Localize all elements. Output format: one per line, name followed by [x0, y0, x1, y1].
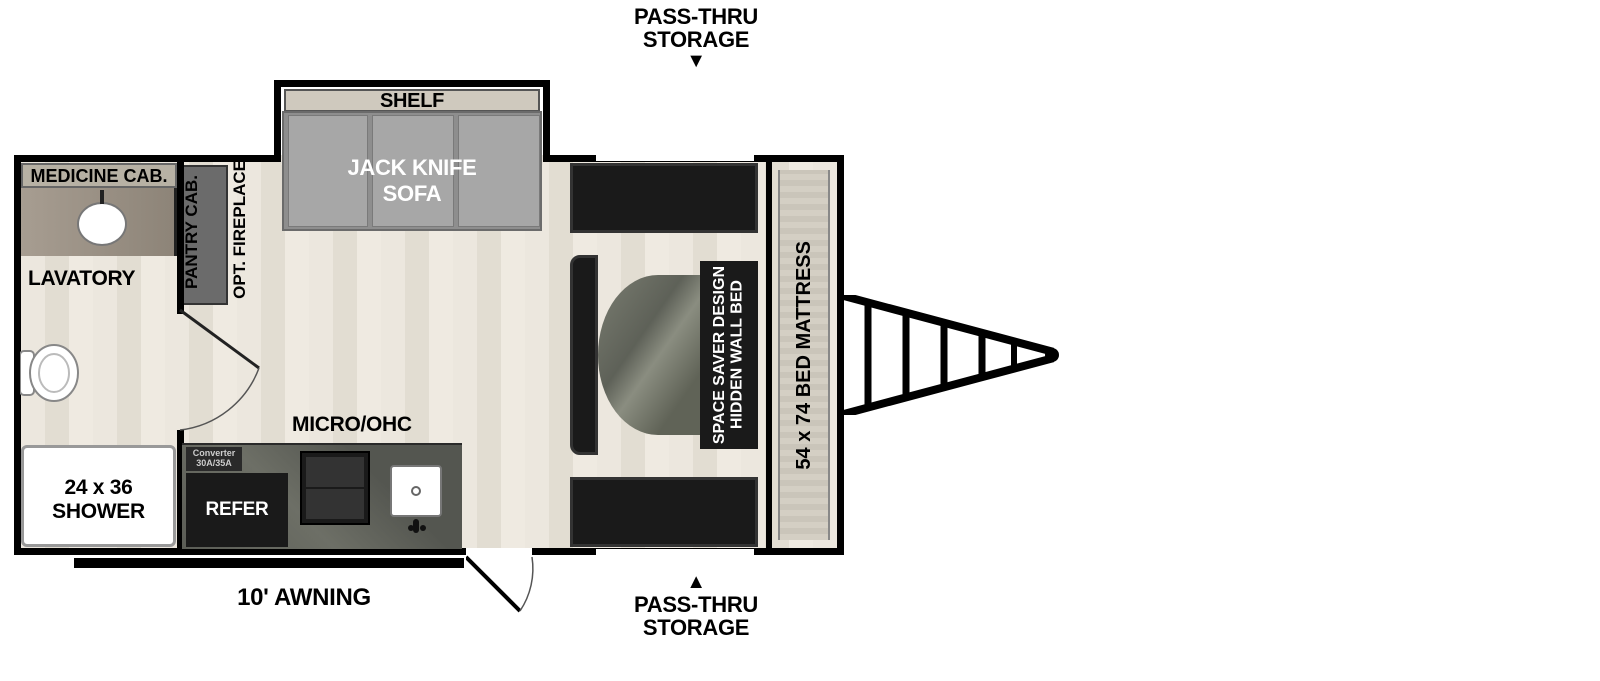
- hidden-wall-bed: SPACE SAVER DESIGN HIDDEN WALL BED: [700, 261, 758, 449]
- bed-wall: [766, 162, 772, 548]
- kitchen-sink: [390, 465, 442, 517]
- dinette-backrest: [570, 255, 598, 455]
- lavatory-sink: [77, 202, 127, 246]
- wallbed-l1: SPACE SAVER DESIGN: [711, 266, 729, 444]
- faucet-spout-icon: [413, 519, 419, 533]
- passthru-bottom-slot: [596, 549, 754, 557]
- medicine-cabinet: MEDICINE CAB.: [21, 163, 177, 188]
- sofa-label-1: JACK KNIFE: [284, 155, 540, 181]
- jackknife-sofa: JACK KNIFE SOFA: [282, 111, 542, 231]
- dinette-seat-top: [570, 163, 758, 233]
- stove: [300, 451, 370, 525]
- passthru-top-label: PASS-THRU STORAGE ▼: [606, 5, 786, 72]
- bath-wall-upper: [177, 162, 184, 314]
- passthru-top-slot: [596, 153, 754, 161]
- arrow-down-icon: ▼: [606, 51, 786, 72]
- lavatory-label: LAVATORY: [28, 267, 135, 291]
- converter-l2: 30A/35A: [186, 459, 242, 469]
- vanity-counter: [21, 188, 177, 256]
- wallbed-l2: HIDDEN WALL BED: [729, 266, 747, 444]
- passthru-bottom-label: ▲ PASS-THRU STORAGE: [606, 572, 786, 639]
- mattress-label: 54 x 74 BED MATTRESS: [793, 241, 816, 470]
- awning-label: 10' AWNING: [214, 585, 394, 610]
- shower-dim: 24 x 36: [24, 476, 173, 500]
- hitch: [840, 295, 1060, 415]
- fireplace-label: OPT. FIREPLACE: [230, 160, 250, 299]
- shower: 24 x 36 SHOWER: [21, 445, 176, 547]
- micro-label: MICRO/OHC: [292, 413, 412, 437]
- faucet-icon: [100, 190, 104, 204]
- passthru-top-text: PASS-THRU STORAGE: [634, 4, 758, 52]
- faucet-knob-icon: [420, 525, 426, 531]
- floorplan-stage: SHELF JACK KNIFE SOFA PANTRY CAB. OPT. F…: [14, 75, 1074, 635]
- sofa-label-2: SOFA: [284, 181, 540, 207]
- medcab-text: MEDICINE CAB.: [30, 166, 167, 186]
- bath-door: [177, 308, 267, 436]
- refer-label: REFER: [206, 499, 269, 521]
- toilet: [20, 333, 80, 413]
- refrigerator: REFER: [186, 473, 288, 547]
- shower-label: SHOWER: [24, 500, 173, 524]
- shelf-label: SHELF: [380, 90, 444, 112]
- converter-panel: Converter 30A/35A: [186, 447, 242, 471]
- pantry-label: PANTRY CAB.: [182, 175, 202, 289]
- arrow-up-icon: ▲: [606, 572, 786, 593]
- entry-door: [466, 555, 546, 625]
- shelf: SHELF: [284, 89, 540, 112]
- passthru-bottom-text: PASS-THRU STORAGE: [634, 592, 758, 640]
- dinette-seat-bottom: [570, 477, 758, 547]
- awning-bar: [74, 558, 464, 568]
- awning-text: 10' AWNING: [237, 584, 371, 611]
- bed-mattress: 54 x 74 BED MATTRESS: [778, 170, 830, 540]
